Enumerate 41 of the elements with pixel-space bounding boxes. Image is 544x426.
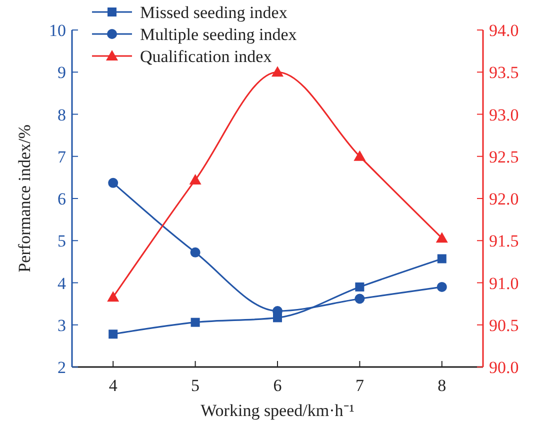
y-tick-label: 7: [58, 147, 66, 166]
legend-label: Multiple seeding index: [140, 25, 298, 44]
legend-label: Missed seeding index: [140, 3, 288, 22]
y-tick-label: 10: [49, 21, 66, 40]
point: [107, 291, 120, 302]
point: [437, 254, 446, 264]
y2-tick-label: 93.0: [489, 105, 519, 124]
point: [108, 330, 118, 339]
y-tick-label: 4: [58, 274, 66, 293]
point: [189, 174, 202, 184]
point: [436, 282, 447, 292]
y2-tick-label: 93.5: [489, 63, 519, 82]
y2-tick-label: 92.0: [489, 190, 519, 208]
point: [355, 282, 364, 292]
y-tick-label: 5: [58, 232, 66, 251]
x-axis-title: Working speed/km·h⁻¹: [200, 401, 354, 420]
y-axis-title: Performance index/%: [15, 124, 34, 272]
y2-tick-label: 90.0: [489, 358, 519, 377]
x-tick-label: 5: [191, 376, 200, 395]
y2-tick-label: 90.5: [489, 316, 519, 335]
y-tick-label: 8: [58, 105, 66, 124]
y2-tick-label: 91.0: [489, 274, 519, 293]
point: [190, 318, 200, 327]
y-tick-label: 3: [58, 316, 66, 335]
point: [354, 294, 365, 304]
point: [436, 232, 448, 243]
y2-tick-label: 92.5: [489, 147, 519, 166]
y2-tick-label: 94.0: [489, 21, 519, 40]
y2-tick-label: 91.5: [489, 232, 519, 251]
x-tick-label: 4: [108, 376, 118, 395]
x-tick-label: 7: [355, 376, 364, 395]
x-tick-label: 8: [438, 376, 446, 395]
point: [272, 66, 284, 77]
point: [108, 178, 118, 188]
y-tick-label: 9: [58, 63, 66, 82]
y-tick-label: 2: [58, 358, 66, 377]
point: [190, 247, 200, 258]
x-tick-label: 6: [273, 376, 282, 395]
legend-label: Qualification index: [140, 47, 272, 66]
y-tick-label: 6: [58, 190, 66, 208]
point: [354, 150, 366, 161]
